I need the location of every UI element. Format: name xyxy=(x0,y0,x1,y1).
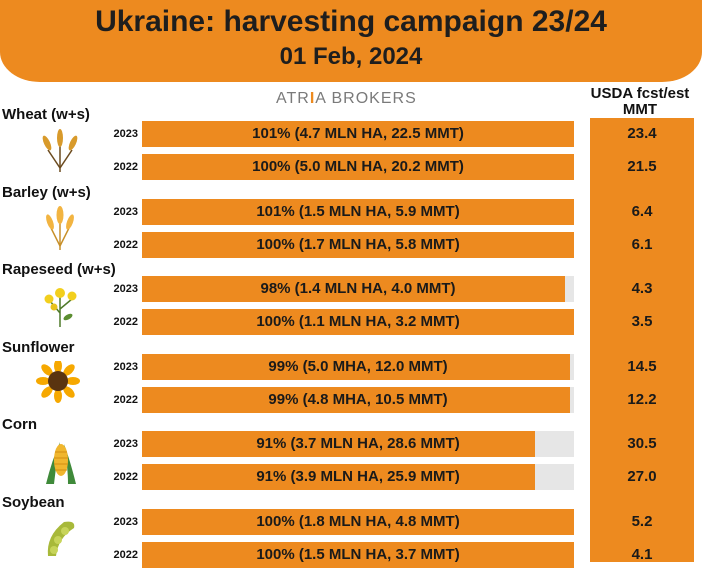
progress-track: 100% (1.1 MLN HA, 3.2 MMT) xyxy=(142,309,574,335)
progress-bar xyxy=(142,353,570,380)
progress-label: 98% (1.4 MLN HA, 4.0 MMT) xyxy=(260,280,456,297)
crop-name-label: Corn xyxy=(2,416,37,433)
progress-bar xyxy=(142,154,574,180)
progress-bar xyxy=(142,508,574,535)
progress-label: 99% (5.0 MHA, 12.0 MMT) xyxy=(268,357,448,375)
progress-track: 91% (3.7 MLN HA, 28.6 MMT) xyxy=(142,431,574,457)
usda-value: 30.5 xyxy=(627,435,657,452)
progress-label: 101% (4.7 MLN HA, 22.5 MMT) xyxy=(252,125,464,142)
progress-label: 100% (5.0 MLN HA, 20.2 MMT) xyxy=(252,158,464,175)
progress-label: 91% (3.7 MLN HA, 28.6 MMT) xyxy=(256,435,460,452)
progress-label: 91% (3.9 MLN HA, 25.9 MMT) xyxy=(256,468,460,485)
usda-value: 5.2 xyxy=(631,512,653,530)
progress-label: 100% (1.7 MLN HA, 5.8 MMT) xyxy=(256,235,460,253)
corn-icon xyxy=(45,441,77,485)
progress-bar xyxy=(142,121,574,147)
year-label: 2023 xyxy=(113,438,138,450)
year-label: 2022 xyxy=(113,471,138,483)
usda-value: 4.3 xyxy=(631,280,653,297)
usda-value: 6.1 xyxy=(631,235,653,253)
page-date: 01 Feb, 2024 xyxy=(279,43,423,70)
sunflower-icon xyxy=(36,360,80,403)
crop-name-label: Wheat (w+s) xyxy=(2,106,90,123)
year-label: 2022 xyxy=(113,161,138,173)
usda-value: 12.2 xyxy=(627,390,657,408)
usda-column xyxy=(590,118,694,562)
usda-header: USDA fcst/est MMT xyxy=(578,86,702,118)
logo-leaf-letter: I xyxy=(309,90,316,107)
progress-bar xyxy=(142,231,574,258)
barley-icon xyxy=(43,205,77,251)
progress-bar xyxy=(142,276,566,302)
year-label: 2022 xyxy=(113,316,138,328)
progress-label: 101% (1.5 MLN HA, 5.9 MMT) xyxy=(256,202,460,220)
progress-track: 100% (5.0 MLN HA, 20.2 MMT) xyxy=(142,154,574,180)
year-label: 2022 xyxy=(113,393,138,406)
progress-track: 91% (3.9 MLN HA, 25.9 MMT) xyxy=(142,464,574,490)
year-label: 2023 xyxy=(113,283,138,295)
progress-track: 99% (4.8 MHA, 10.5 MMT) xyxy=(142,386,574,413)
crop-name-label: Soybean xyxy=(2,493,65,511)
wheat-icon xyxy=(40,128,80,173)
progress-track: 101% (1.5 MLN HA, 5.9 MMT) xyxy=(142,198,574,225)
usda-value: 4.1 xyxy=(631,545,653,563)
progress-bar xyxy=(142,386,570,413)
progress-track: 101% (4.7 MLN HA, 22.5 MMT) xyxy=(142,121,574,147)
progress-label: 100% (1.8 MLN HA, 4.8 MMT) xyxy=(256,512,460,530)
progress-bar xyxy=(142,431,536,457)
usda-value: 3.5 xyxy=(631,313,653,330)
usda-value: 23.4 xyxy=(627,125,657,142)
year-label: 2023 xyxy=(113,515,138,528)
logo-text-left: ATR xyxy=(276,90,310,107)
progress-bar xyxy=(142,464,536,490)
usda-value: 21.5 xyxy=(627,158,657,175)
progress-track: 99% (5.0 MHA, 12.0 MMT) xyxy=(142,353,574,380)
crop-name-label: Sunflower xyxy=(2,338,75,356)
usda-value: 14.5 xyxy=(627,357,657,375)
progress-track: 100% (1.7 MLN HA, 5.8 MMT) xyxy=(142,231,574,258)
usda-value: 27.0 xyxy=(627,468,657,485)
usda-header-line1: USDA fcst/est xyxy=(590,85,690,102)
progress-bar xyxy=(142,309,574,335)
usda-header-line2: MMT xyxy=(622,101,658,118)
usda-value: 6.4 xyxy=(631,202,653,220)
progress-label: 99% (4.8 MHA, 10.5 MMT) xyxy=(268,390,448,408)
header-banner: Ukraine: harvesting campaign 23/24 01 Fe… xyxy=(0,0,702,82)
progress-label: 100% (1.1 MLN HA, 3.2 MMT) xyxy=(256,313,460,330)
year-label: 2023 xyxy=(113,205,138,218)
year-label: 2022 xyxy=(113,548,138,561)
crop-name-label: Barley (w+s) xyxy=(2,183,91,201)
crop-name-label: Rapeseed (w+s) xyxy=(2,261,116,278)
progress-track: 100% (1.5 MLN HA, 3.7 MMT) xyxy=(142,541,574,568)
page-title: Ukraine: harvesting campaign 23/24 xyxy=(95,5,607,38)
year-label: 2023 xyxy=(113,360,138,373)
atria-logo: ATRIA BROKERS xyxy=(276,90,456,112)
year-label: 2022 xyxy=(113,238,138,251)
progress-label: 100% (1.5 MLN HA, 3.7 MMT) xyxy=(256,545,460,563)
logo-text-right: A BROKERS xyxy=(315,90,417,107)
year-label: 2023 xyxy=(113,128,138,140)
progress-bar xyxy=(142,198,574,225)
rapeseed-icon xyxy=(43,287,78,328)
soybean-icon xyxy=(47,521,75,556)
progress-track: 98% (1.4 MLN HA, 4.0 MMT) xyxy=(142,276,574,302)
progress-track: 100% (1.8 MLN HA, 4.8 MMT) xyxy=(142,508,574,535)
